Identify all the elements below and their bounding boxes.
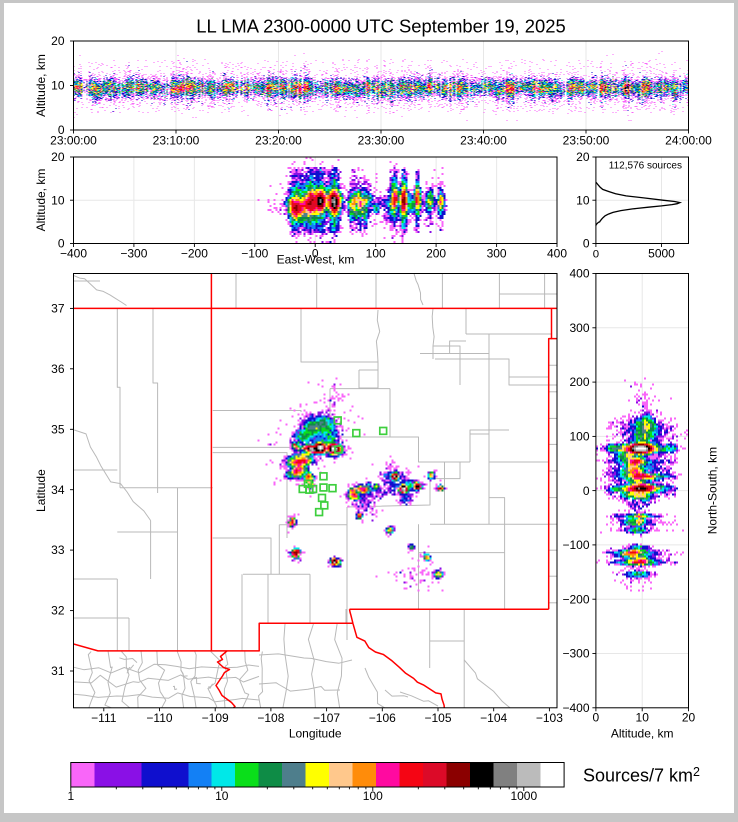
- svg-text:300: 300: [487, 247, 507, 261]
- svg-text:33: 33: [51, 543, 65, 557]
- svg-text:20: 20: [51, 34, 65, 48]
- svg-text:10: 10: [51, 193, 65, 207]
- svg-text:−400: −400: [562, 701, 589, 715]
- svg-text:0: 0: [593, 711, 600, 725]
- svg-text:35: 35: [51, 422, 65, 436]
- svg-text:37: 37: [51, 302, 65, 316]
- svg-text:−108: −108: [257, 711, 284, 725]
- svg-text:36: 36: [51, 362, 65, 376]
- svg-text:1: 1: [67, 789, 74, 803]
- svg-text:400: 400: [547, 247, 567, 261]
- svg-text:10: 10: [51, 79, 65, 93]
- svg-text:LL LMA 2300-0000 UTC September: LL LMA 2300-0000 UTC September 19, 2025: [196, 16, 565, 37]
- svg-text:200: 200: [426, 247, 446, 261]
- svg-text:10: 10: [636, 711, 650, 725]
- svg-text:−200: −200: [181, 247, 208, 261]
- svg-text:31: 31: [51, 664, 65, 678]
- svg-text:East-West, km: East-West, km: [277, 253, 355, 267]
- svg-text:−100: −100: [562, 538, 589, 552]
- svg-text:0: 0: [583, 237, 590, 251]
- svg-text:0: 0: [312, 247, 319, 261]
- svg-text:20: 20: [682, 711, 696, 725]
- svg-text:23:10:00: 23:10:00: [153, 134, 200, 148]
- svg-text:400: 400: [569, 267, 589, 281]
- svg-text:−109: −109: [202, 711, 229, 725]
- svg-text:−200: −200: [562, 592, 589, 606]
- svg-text:−106: −106: [369, 711, 396, 725]
- svg-text:Altitude, km: Altitude, km: [34, 169, 48, 232]
- svg-text:100: 100: [569, 430, 589, 444]
- svg-text:Sources/7 km2: Sources/7 km2: [583, 765, 700, 786]
- svg-text:32: 32: [51, 604, 65, 618]
- svg-text:1000: 1000: [510, 789, 537, 803]
- svg-text:20: 20: [576, 150, 590, 164]
- svg-text:23:40:00: 23:40:00: [460, 134, 507, 148]
- svg-text:−300: −300: [120, 247, 147, 261]
- svg-text:0: 0: [593, 249, 599, 261]
- svg-text:100: 100: [366, 247, 386, 261]
- svg-text:112,576 sources: 112,576 sources: [609, 161, 682, 172]
- svg-text:Altitude, km: Altitude, km: [611, 727, 674, 741]
- svg-text:Longitude: Longitude: [289, 727, 342, 741]
- svg-text:−100: −100: [241, 247, 268, 261]
- svg-text:−400: −400: [60, 247, 87, 261]
- svg-text:Latitude: Latitude: [34, 469, 48, 512]
- svg-text:−107: −107: [313, 711, 340, 725]
- svg-text:24:00:00: 24:00:00: [665, 134, 712, 148]
- svg-text:0: 0: [58, 237, 65, 251]
- svg-text:−111: −111: [91, 711, 117, 725]
- svg-text:20: 20: [51, 150, 65, 164]
- svg-text:North-South, km: North-South, km: [706, 447, 720, 534]
- svg-text:−105: −105: [424, 711, 451, 725]
- svg-text:−110: −110: [146, 711, 172, 725]
- svg-text:−104: −104: [480, 711, 507, 725]
- svg-text:23:50:00: 23:50:00: [563, 134, 610, 148]
- svg-text:300: 300: [569, 321, 589, 335]
- svg-text:200: 200: [569, 375, 589, 389]
- svg-text:23:00:00: 23:00:00: [50, 134, 97, 148]
- svg-text:0: 0: [583, 484, 590, 498]
- svg-text:−300: −300: [562, 647, 589, 661]
- svg-text:10: 10: [576, 193, 590, 207]
- svg-text:5000: 5000: [648, 247, 675, 261]
- svg-text:0: 0: [58, 123, 65, 137]
- svg-text:23:20:00: 23:20:00: [255, 134, 302, 148]
- svg-text:10: 10: [215, 789, 229, 803]
- svg-text:−103: −103: [536, 711, 563, 725]
- svg-text:100: 100: [363, 789, 383, 803]
- svg-text:Altitude, km: Altitude, km: [34, 54, 48, 117]
- svg-text:23:30:00: 23:30:00: [358, 134, 405, 148]
- svg-text:34: 34: [51, 483, 65, 497]
